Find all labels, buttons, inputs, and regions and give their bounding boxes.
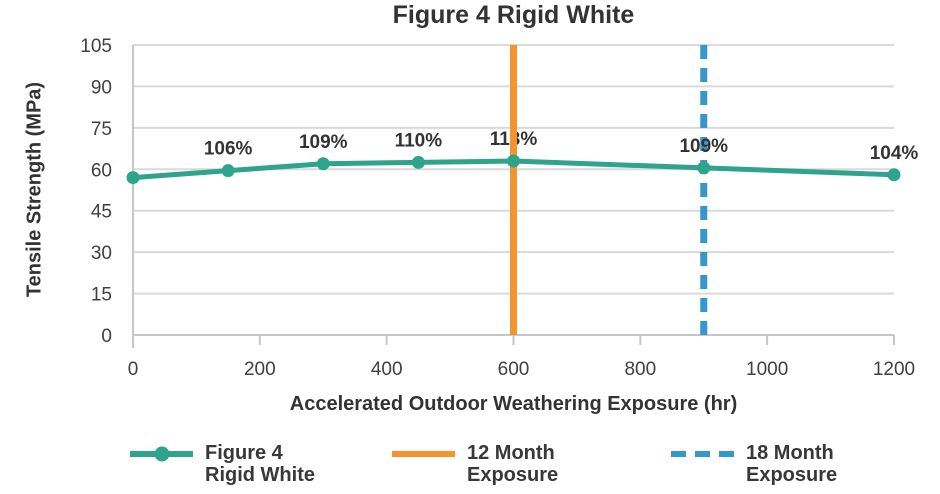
plot-area: 0153045607590105020040060080010001200113… — [80, 36, 919, 380]
x-tick-label: 600 — [498, 359, 530, 380]
data-point — [887, 168, 901, 182]
data-point — [316, 157, 330, 171]
x-tick-label: 1200 — [873, 359, 915, 380]
data-point — [507, 154, 520, 168]
y-tick-label: 15 — [91, 285, 112, 306]
y-tick-label: 60 — [91, 160, 112, 181]
data-point-label: 110% — [395, 130, 443, 151]
legend-item-12-month: 12 Month Exposure — [392, 442, 558, 486]
series-line-marker-icon — [130, 446, 193, 462]
legend-label-12-month-line2: Exposure — [467, 464, 559, 486]
data-point-label: 104% — [870, 143, 919, 164]
legend-item-18-month: 18 Month Exposure — [671, 442, 837, 486]
y-tick-label: 0 — [101, 326, 112, 347]
y-tick-label: 30 — [91, 243, 112, 264]
y-tick-label: 45 — [91, 202, 112, 223]
legend-label-series: Figure 4 Rigid White — [205, 442, 315, 486]
legend: Figure 4 Rigid White 12 Month Exposure 1… — [0, 438, 940, 494]
data-point-label: 106% — [204, 139, 253, 160]
data-point — [411, 155, 425, 169]
legend-label-12-month-line1: 12 Month — [467, 442, 555, 464]
x-axis-title: Accelerated Outdoor Weathering Exposure … — [289, 393, 738, 415]
x-tick-label: 400 — [371, 359, 403, 380]
x-tick-label: 800 — [624, 359, 656, 380]
legend-label-series-line1: Figure 4 — [205, 442, 283, 464]
x-tick-label: 0 — [128, 359, 139, 380]
data-point-label: 109% — [679, 136, 728, 157]
solid-line-icon — [392, 451, 455, 457]
legend-label-series-line2: Rigid White — [205, 464, 315, 486]
y-tick-label: 105 — [80, 36, 112, 57]
data-point — [697, 161, 711, 175]
data-point — [126, 171, 140, 185]
legend-label-18-month-line2: Exposure — [746, 464, 838, 486]
dashed-line-icon — [671, 451, 734, 457]
chart-title: Figure 4 Rigid White — [392, 1, 635, 29]
legend-label-12-month: 12 Month Exposure — [467, 442, 558, 486]
series-marker-dot-icon — [154, 446, 169, 462]
legend-item-series: Figure 4 Rigid White — [130, 442, 315, 486]
y-tick-label: 75 — [91, 119, 112, 140]
data-point-label: 109% — [299, 132, 348, 153]
data-point — [221, 164, 235, 178]
y-tick-label: 90 — [91, 77, 112, 98]
x-tick-label: 1000 — [746, 359, 788, 380]
legend-label-18-month-line1: 18 Month — [746, 442, 834, 464]
x-tick-label: 200 — [244, 359, 276, 380]
legend-label-18-month: 18 Month Exposure — [746, 442, 837, 486]
